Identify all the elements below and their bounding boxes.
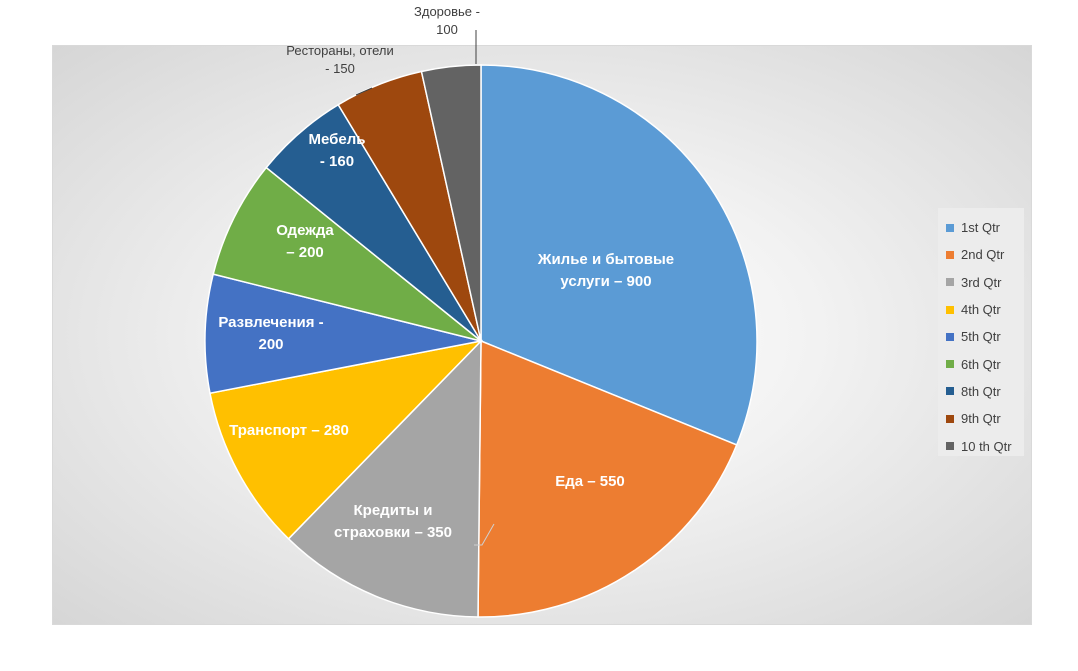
legend-swatch (946, 278, 954, 287)
legend-swatch (946, 414, 954, 423)
pie-slice-5 (204, 273, 482, 395)
legend-swatch (946, 332, 954, 341)
slice-label-7: Мебель - 160 (309, 131, 366, 170)
slice-label-9: Здоровье -100 (414, 4, 480, 37)
pie-slice-9 (420, 64, 482, 342)
legend-item-2: 2nd Qtr (946, 241, 1024, 268)
leader-line-3 (474, 523, 495, 546)
legend-item-3: 3rd Qtr (946, 269, 1024, 296)
legend-item-7: 8th Qtr (946, 378, 1024, 405)
legend-swatch (946, 387, 954, 396)
legend-item-9: 10 th Qtr (946, 432, 1024, 459)
legend-label: 5th Qtr (961, 329, 1001, 345)
legend-item-8: 9th Qtr (946, 405, 1024, 432)
legend-label: 1st Qtr (961, 220, 1001, 236)
legend-item-1: 1st Qtr (946, 214, 1024, 241)
legend: 1st Qtr 2nd Qtr 3rd Qtr 4th Qtr 5th Qtr 6th Q… (938, 208, 1024, 456)
legend-label: 2nd Qtr (961, 247, 1005, 263)
leader-line-8 (355, 87, 373, 96)
legend-label: 9th Qtr (961, 411, 1001, 427)
slice-label-6: Одежда – 200 (276, 222, 334, 261)
legend-label: 6th Qtr (961, 356, 1001, 372)
legend-item-5: 5th Qtr (946, 323, 1024, 350)
legend-label: 8th Qtr (961, 383, 1001, 399)
pie-slice-3 (287, 339, 482, 618)
legend-swatch (946, 250, 954, 259)
slice-label-2: Еда – 550 (555, 473, 625, 490)
legend-swatch (946, 305, 954, 314)
slice-label-8: Рестораны, отели - 150 (286, 43, 393, 76)
legend-item-6: 6th Qtr (946, 350, 1024, 377)
legend-label: 3rd Qtr (961, 274, 1002, 290)
pie-slice-1 (480, 64, 758, 446)
legend-label: 10 th Qtr (961, 438, 1012, 454)
legend-swatch (946, 223, 954, 232)
legend-swatch (946, 442, 954, 451)
pie-slice-4 (209, 339, 484, 540)
legend-swatch (946, 360, 954, 369)
pie-slice-2 (477, 339, 738, 618)
slice-label-5: Развлечения -200 (218, 314, 323, 353)
slice-label-1: Жилье и бытовые услуги – 900 (537, 251, 674, 290)
legend-label: 4th Qtr (961, 302, 1001, 318)
slice-label-4: Транспорт – 280 (229, 422, 349, 439)
pie-slice-6 (212, 166, 482, 342)
slice-label-3: Кредиты и страховки – 350 (334, 502, 452, 541)
legend-item-4: 4th Qtr (946, 296, 1024, 323)
